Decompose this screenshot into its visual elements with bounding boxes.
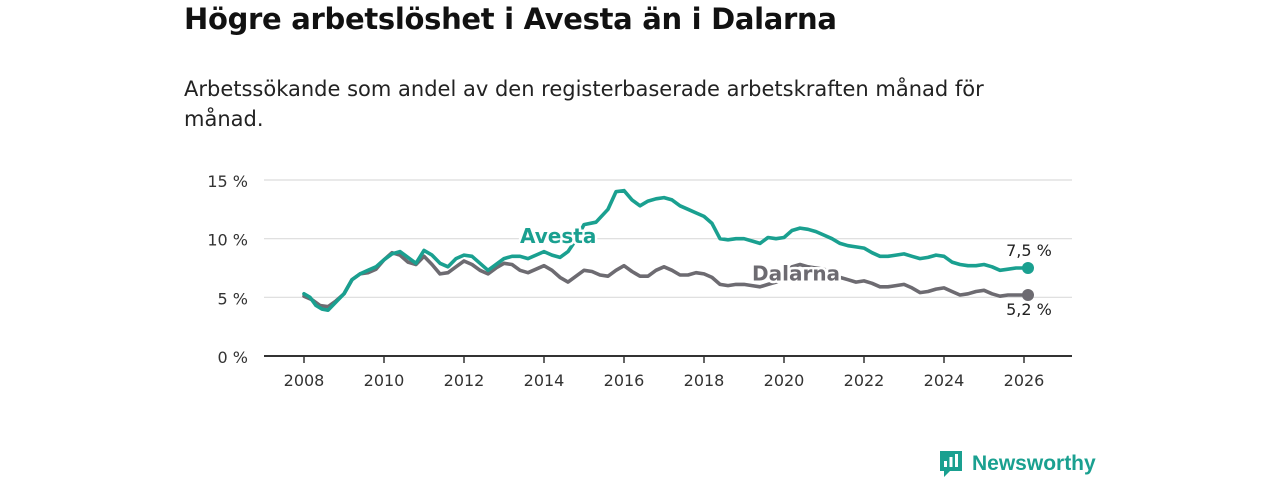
grid-lines: [264, 179, 1072, 298]
x-tick-label: 2024: [924, 371, 965, 390]
newsworthy-logo-icon: [940, 451, 962, 477]
x-tick-label: 2008: [284, 371, 325, 390]
end-value-label-dalarna: 5,2 %: [1006, 300, 1052, 319]
brand-name: Newsworthy: [972, 452, 1096, 475]
end-point-avesta: [1022, 262, 1034, 274]
end-value-label-avesta: 7,5 %: [1006, 241, 1052, 260]
x-tick-label: 2026: [1004, 371, 1045, 390]
series-name-label-dalarna: Dalarna: [752, 261, 840, 285]
x-tick-label: 2012: [444, 371, 485, 390]
chart-subtitle: Arbetssökande som andel av den registerb…: [184, 77, 984, 131]
series-name-label-avesta: Avesta: [520, 224, 596, 248]
series-line-dalarna: [302, 250, 1030, 309]
y-tick-label: 10 %: [207, 231, 248, 250]
x-tick-label: 2020: [764, 371, 805, 390]
x-tick-label: 2018: [684, 371, 725, 390]
y-tick-label: 5 %: [218, 289, 248, 308]
y-tick-label: 15 %: [207, 172, 248, 191]
x-tick-label: 2022: [844, 371, 885, 390]
axes: 0 % 5 % 10 % 15 % 2008 2010 2012 2014 2016 2018 20…: [207, 172, 1072, 390]
chart-title: Högre arbetslöshet i Avesta än i Dalarna: [184, 2, 837, 36]
x-tick-label: 2016: [604, 371, 645, 390]
series-labels: Avesta Dalarna 7,5 % 5,2 %: [518, 221, 1054, 321]
x-tick-label: 2014: [524, 371, 565, 390]
brand-logo: Newsworthy: [938, 449, 1096, 479]
y-tick-label: 0 %: [218, 348, 248, 367]
series-line-avesta: [302, 188, 1030, 312]
series-lines: [302, 188, 1034, 312]
x-tick-label: 2010: [364, 371, 405, 390]
end-point-dalarna: [1022, 288, 1034, 301]
